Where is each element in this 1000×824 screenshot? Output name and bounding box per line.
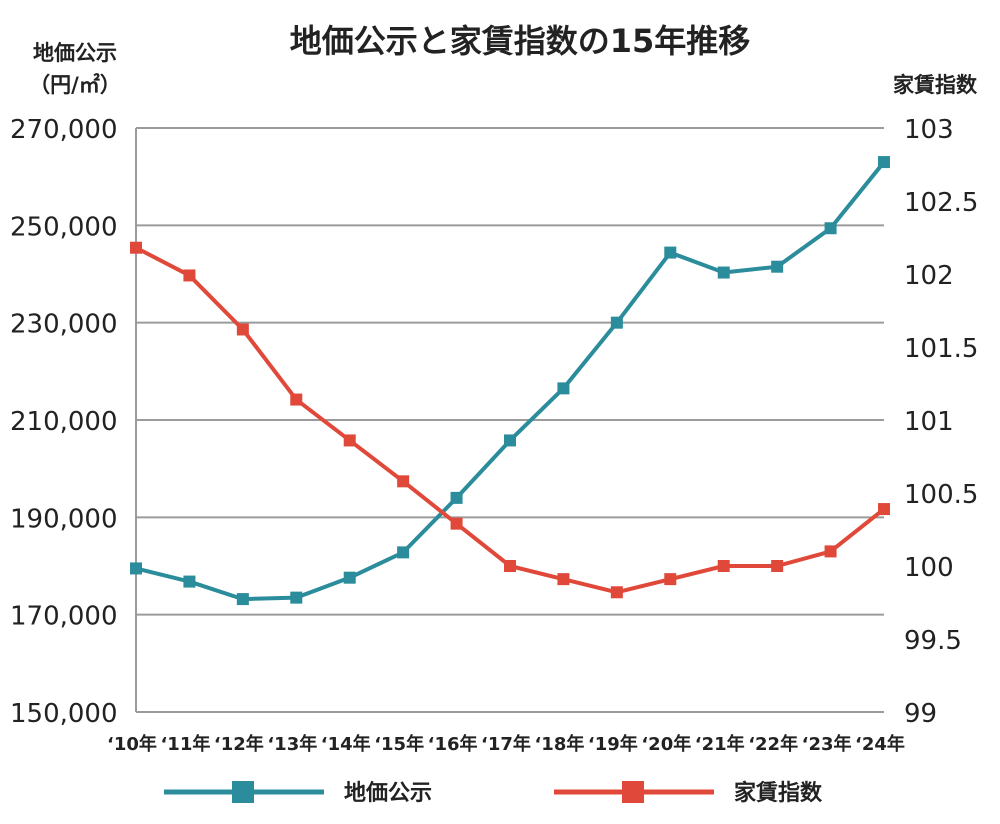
right-tick-label: 100.5 bbox=[904, 480, 978, 510]
x-tick-label: ‘14年 bbox=[321, 733, 371, 755]
data-point-series-1 bbox=[290, 591, 303, 604]
x-tick-label: ‘23年 bbox=[802, 733, 852, 755]
right-tick-label: 103 bbox=[904, 115, 954, 145]
x-tick-label: ‘22年 bbox=[748, 733, 798, 755]
x-tick-label: ‘16年 bbox=[428, 733, 478, 755]
left-axis-title-line1: 地価公示 bbox=[33, 41, 117, 65]
data-point-series-1 bbox=[183, 575, 196, 588]
x-tick-label: ‘11年 bbox=[160, 733, 210, 755]
data-point-series-1 bbox=[878, 156, 890, 169]
data-point-series-1 bbox=[130, 562, 142, 575]
x-tick-label: ‘20年 bbox=[641, 733, 691, 755]
data-point-series-2 bbox=[717, 560, 730, 572]
left-axis-title-line2: （円/㎡） bbox=[29, 73, 121, 97]
series-line-1 bbox=[135, 160, 886, 602]
data-point-series-1 bbox=[824, 222, 837, 235]
x-tick-label: ‘24年 bbox=[855, 733, 905, 755]
x-tick-label: ‘12年 bbox=[214, 733, 264, 755]
data-point-series-2 bbox=[130, 241, 142, 254]
data-point-series-2 bbox=[290, 393, 303, 406]
chart-title: 地価公示と家賃指数の15年推移 bbox=[290, 22, 751, 60]
data-point-series-2 bbox=[343, 434, 356, 447]
left-tick-label: 190,000 bbox=[10, 504, 118, 534]
x-tick-label: ‘13年 bbox=[267, 733, 317, 755]
data-point-series-1 bbox=[236, 593, 249, 606]
right-tick-label: 99 bbox=[904, 699, 937, 729]
legend-label-1: 地価公示 bbox=[344, 781, 432, 806]
data-point-series-1 bbox=[557, 382, 570, 395]
x-tick-label: ‘10年 bbox=[107, 733, 157, 755]
data-point-series-1 bbox=[771, 260, 784, 273]
data-point-series-2 bbox=[397, 475, 410, 488]
x-tick-label: ‘15年 bbox=[374, 733, 424, 755]
data-point-series-1 bbox=[343, 571, 356, 584]
data-point-series-2 bbox=[236, 323, 249, 336]
data-point-series-2 bbox=[664, 573, 677, 586]
right-tick-label: 100 bbox=[904, 553, 954, 583]
data-point-series-2 bbox=[450, 517, 463, 530]
left-tick-label: 210,000 bbox=[10, 407, 118, 437]
data-point-series-1 bbox=[397, 546, 410, 559]
data-point-series-2 bbox=[771, 560, 784, 572]
x-tick-label: ‘17年 bbox=[481, 733, 531, 755]
data-point-series-2 bbox=[557, 573, 570, 586]
data-point-series-1 bbox=[717, 266, 730, 279]
x-tick-label: ‘18年 bbox=[534, 733, 584, 755]
left-tick-label: 150,000 bbox=[10, 699, 118, 729]
right-tick-label: 101.5 bbox=[904, 334, 978, 364]
right-tick-label: 102.5 bbox=[904, 188, 978, 218]
data-point-series-1 bbox=[610, 316, 623, 329]
left-tick-label: 170,000 bbox=[10, 602, 118, 632]
right-axis-title: 家賃指数 bbox=[893, 73, 978, 97]
legend: 地価公示 家賃指数 bbox=[164, 780, 823, 806]
data-point-series-2 bbox=[610, 586, 623, 599]
data-point-series-1 bbox=[504, 434, 516, 447]
data-point-series-2 bbox=[504, 560, 516, 572]
x-tick-label: ‘21年 bbox=[695, 733, 745, 755]
legend-marker-1 bbox=[232, 781, 254, 803]
x-tick-label: ‘19年 bbox=[588, 733, 638, 755]
data-point-series-2 bbox=[183, 269, 196, 282]
data-point-series-2 bbox=[824, 545, 837, 558]
plot-area: 150,000 170,000 190,000 210,000 230,000 250,0… bbox=[10, 115, 978, 755]
data-point-series-1 bbox=[664, 246, 677, 259]
legend-label-2: 家賃指数 bbox=[734, 780, 823, 806]
right-tick-label: 99.5 bbox=[904, 626, 962, 656]
left-tick-label: 250,000 bbox=[10, 212, 118, 242]
left-tick-label: 230,000 bbox=[10, 310, 118, 340]
right-tick-label: 101 bbox=[904, 407, 954, 437]
left-tick-label: 270,000 bbox=[10, 115, 118, 145]
legend-marker-2 bbox=[622, 781, 644, 803]
right-tick-label: 102 bbox=[904, 261, 954, 291]
data-point-series-1 bbox=[450, 491, 463, 504]
data-point-series-2 bbox=[878, 503, 890, 516]
